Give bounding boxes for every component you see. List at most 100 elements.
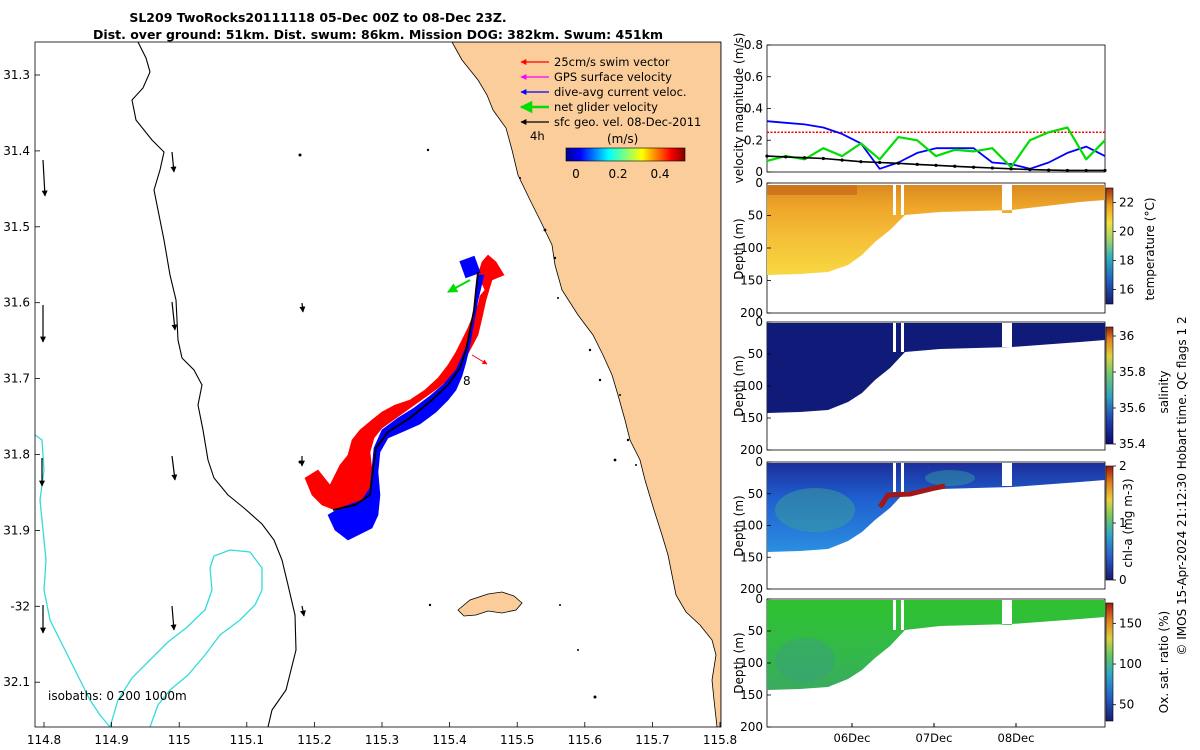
swim-vector-arrow [471, 354, 488, 365]
velocity-ytick-label: 0.8 [744, 38, 763, 52]
depth-tick-label: 100 [740, 241, 763, 255]
depth-tick-label: 150 [740, 688, 763, 702]
depth-tick-label: 100 [740, 379, 763, 393]
net-glider-arrow [447, 279, 471, 293]
velocity-series-point [1028, 168, 1032, 172]
velocity-ylabel: velocity magnitude (m/s) [732, 33, 746, 184]
velocity-series-point [1084, 168, 1088, 173]
velocity-series-point [934, 163, 938, 167]
temperature-ylabel: Depth (m) [732, 218, 746, 279]
oxygen-section [767, 600, 1105, 690]
lon-tick-label: 114.9 [94, 733, 128, 747]
chla-max-patch [775, 488, 855, 532]
velocity-series-point [821, 156, 825, 161]
velocity-ytick-label: 0.6 [744, 70, 763, 84]
velocity-series [765, 120, 1107, 173]
colorbar-tick-label: 100 [1119, 657, 1142, 671]
depth-tick-label: 50 [748, 347, 763, 361]
map-colorbar-tick-0: 0 [572, 167, 580, 181]
salinity-section [767, 323, 1105, 413]
time-label: 4h [530, 129, 545, 143]
velocity-yticks: 0 0.2 0.4 0.6 0.8 [744, 38, 771, 179]
depth-tick-label: 50 [748, 487, 763, 501]
oxygen-colorbar-label: Ox. sat. ratio (%) [1157, 611, 1171, 713]
depth-tick-label: 200 [740, 306, 763, 320]
salinity-colorbar [1105, 326, 1114, 445]
lat-tick-label: 31.9 [3, 523, 30, 537]
sfc-geo-arrows [39, 151, 306, 634]
colorbar-tick-label: 35.6 [1119, 401, 1146, 415]
depth-tick-label: 200 [740, 443, 763, 457]
colorbar-tick-label: 16 [1119, 283, 1134, 297]
map-legend: 25cm/s swim vector GPS surface velocity … [519, 55, 701, 181]
legend-label-dive-avg: dive-avg current veloc. [554, 85, 687, 99]
velocity-series-point [896, 161, 901, 165]
temperature-warm-surface [767, 185, 857, 195]
depth-tick-label: 100 [740, 519, 763, 533]
velocity-series-point [859, 160, 863, 164]
lat-tick-label: 31.5 [3, 220, 30, 234]
velocity-series-line [766, 120, 1106, 170]
time-tick-07dec: 07Dec [916, 731, 953, 745]
lat-tick-label: 31.7 [3, 372, 30, 386]
time-series-panels: 0 0.2 0.4 0.6 0.8 velocity magnitude (m/s) t… [732, 33, 1171, 745]
map-frame [34, 41, 722, 728]
oxygen-panel: Ox. sat. ratio (%) Depth (m) [732, 598, 1171, 728]
map-colorbar-tick-2: 0.4 [650, 167, 669, 181]
dive-avg-current-fringe [327, 274, 485, 541]
chla-patch-2 [925, 470, 975, 486]
temperature-colorbar [1105, 187, 1114, 305]
lon-tick-label: 115.6 [568, 733, 602, 747]
velocity-series-point [971, 165, 976, 169]
velocity-series-point [802, 156, 807, 160]
map-colorbar-tick-1: 0.2 [608, 167, 627, 181]
isobath-1000m [35, 434, 111, 727]
velocity-series-point [1103, 168, 1107, 173]
velocity-panel: 0 0.2 0.4 0.6 0.8 velocity magnitude (m/s) [732, 33, 1107, 184]
velocity-series-point [915, 162, 919, 166]
map-colorbar-label: (m/s) [607, 132, 638, 146]
velocity-ytick-label: 0 [755, 165, 763, 179]
colorbar-tick-label: 35.4 [1119, 437, 1146, 451]
depth-tick-label: 150 [740, 550, 763, 564]
velocity-ytick-label: 0.2 [744, 133, 763, 147]
glider-track [332, 271, 479, 511]
salinity-panel: salinity Depth (m) [732, 321, 1171, 451]
chla-section [767, 463, 1105, 552]
lon-tick-label: 115.7 [635, 733, 669, 747]
velocity-series-point [878, 160, 882, 165]
track-end-marker [459, 255, 481, 279]
chla-colorbar [1105, 465, 1114, 581]
map-colorbar [565, 147, 686, 162]
isobath-label: isobaths: 0 200 1000m [48, 689, 187, 703]
lat-tick-label: 31.8 [3, 448, 30, 462]
swim-vector-fringe [304, 254, 505, 511]
depth-tick-label: 0 [755, 315, 763, 329]
chla-panel: chl-a (mg m-3) Depth (m) [732, 461, 1135, 590]
velocity-series-point [1047, 168, 1051, 172]
lon-tick-label: 115.4 [432, 733, 466, 747]
rocks [298, 148, 637, 699]
colorbar-tick-label: 20 [1119, 225, 1134, 239]
map-axis-ticks: 114.8 114.9 115 115.1 115.2 115.3 115.4 115.5 11… [3, 68, 737, 747]
depth-tick-label: 0 [755, 176, 763, 190]
track-annotation: 8 [463, 374, 471, 388]
lon-tick-label: 115 [168, 733, 191, 747]
colorbar-tick-label: 150 [1119, 616, 1142, 630]
velocity-series-point [784, 155, 788, 159]
lat-tick-label: 31.4 [3, 144, 30, 158]
depth-tick-label: 200 [740, 720, 763, 734]
lon-tick-label: 114.8 [27, 733, 61, 747]
oxygen-low-patch [775, 638, 835, 682]
lat-tick-label: 32.1 [3, 675, 30, 689]
velocity-axes [766, 44, 1106, 173]
land-mass [451, 42, 721, 727]
depth-tick-label: 0 [755, 592, 763, 606]
colorbar-tick-label: 22 [1119, 196, 1134, 210]
depth-tick-label: 100 [740, 656, 763, 670]
chla-bottom-flags [877, 483, 946, 509]
velocity-series-point [840, 158, 844, 162]
depth-tick-label: 50 [748, 209, 763, 223]
lat-tick-label: -32 [10, 599, 30, 613]
